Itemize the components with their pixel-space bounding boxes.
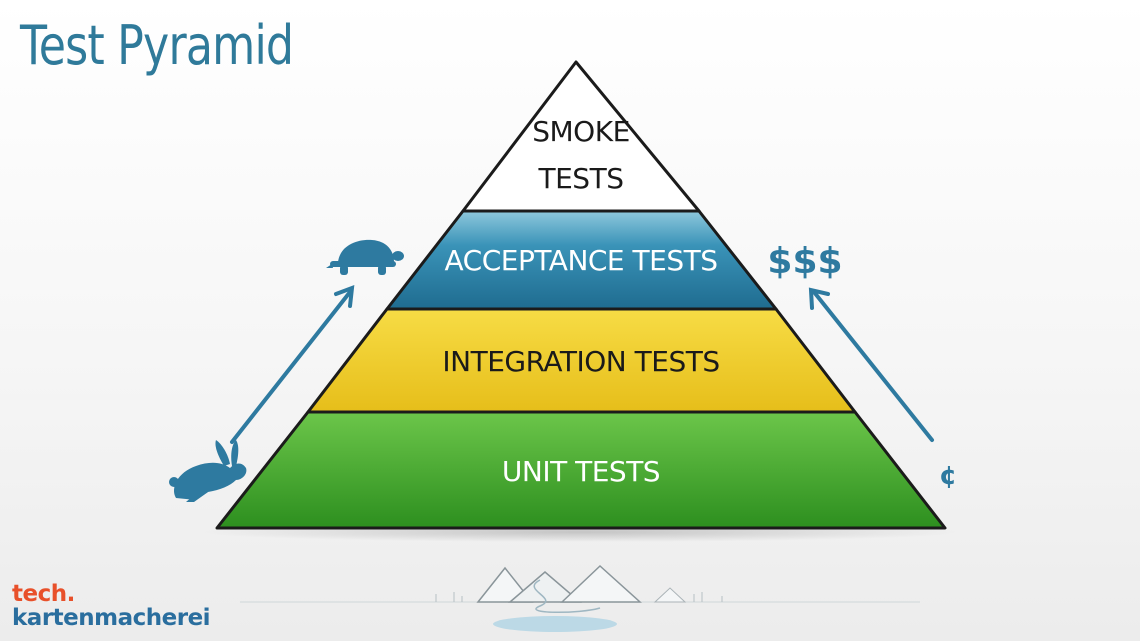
- speed-arrow: [230, 284, 355, 444]
- brand-line1: tech.: [12, 581, 75, 607]
- page-title: Test Pyramid: [20, 14, 294, 77]
- cost-arrow: [808, 287, 934, 442]
- smoke-layer: [461, 60, 701, 213]
- unit-label: UNIT TESTS: [502, 455, 660, 488]
- smoke-label-line2: TESTS: [538, 162, 624, 195]
- rabbit-icon: [169, 440, 247, 502]
- mountain-decoration: [240, 564, 920, 632]
- brand-logo: tech. kartenmacherei: [12, 581, 211, 631]
- integration-label: INTEGRATION TESTS: [442, 345, 719, 378]
- cost-low-label: ¢: [939, 461, 957, 491]
- cost-high-label: $$$: [767, 241, 842, 282]
- brand-line2: kartenmacherei: [12, 605, 211, 631]
- smoke-label-line1: SMOKE: [532, 115, 630, 148]
- acceptance-label: ACCEPTANCE TESTS: [445, 244, 718, 277]
- turtle-icon: [326, 239, 404, 275]
